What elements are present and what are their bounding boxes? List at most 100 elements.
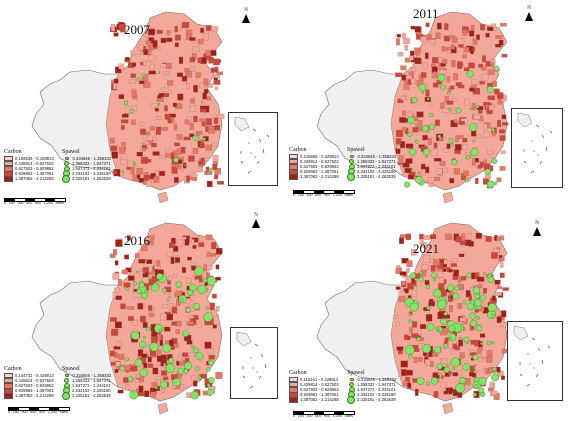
- north-arrow-icon: [525, 12, 533, 21]
- county-region: [401, 127, 407, 131]
- spatial-cluster-circle: [447, 284, 455, 292]
- spatial-cluster-circle: [136, 288, 142, 294]
- county-region: [428, 102, 433, 107]
- county-region: [112, 272, 120, 280]
- county-region: [411, 67, 416, 72]
- legend-row: 0.334646 - 1.358332: [347, 154, 396, 159]
- legend-carbon: Carbon 0.115161 - 0.428813 0.428814 - 0.…: [289, 369, 339, 403]
- county-region: [192, 245, 197, 249]
- county-region: [200, 373, 207, 379]
- spatial-cluster-circle: [408, 319, 413, 324]
- spatial-cluster-circle: [492, 367, 497, 372]
- county-region: [214, 174, 219, 180]
- county-region: [436, 168, 443, 175]
- spatial-cluster-circle: [472, 354, 479, 361]
- spatial-cluster-circle: [190, 391, 199, 400]
- county-region: [427, 177, 435, 183]
- county-region: [197, 167, 203, 173]
- county-region: [499, 257, 505, 261]
- county-region: [439, 161, 446, 166]
- legend-row: 1.358333 - 1.947371: [347, 159, 396, 165]
- county-region: [457, 84, 465, 89]
- county-region: [187, 352, 195, 357]
- county-region: [469, 30, 475, 37]
- county-region: [395, 267, 402, 275]
- spatial-cluster-circle: [125, 287, 129, 291]
- scale-tick: 900: [39, 410, 46, 414]
- county-region: [126, 306, 134, 310]
- county-region: [447, 295, 453, 302]
- spatial-cluster-circle: [129, 390, 139, 400]
- county-region: [452, 372, 459, 377]
- county-region: [165, 63, 172, 69]
- county-region: [120, 303, 126, 310]
- county-region: [216, 181, 225, 185]
- county-region: [483, 123, 488, 131]
- spatial-cluster-circle: [490, 373, 499, 382]
- county-region: [146, 180, 153, 187]
- county-region: [446, 100, 454, 105]
- scale-tick: 0: [8, 410, 10, 414]
- south-china-sea-inset: [230, 327, 278, 399]
- county-region: [396, 38, 400, 46]
- spatial-cluster-circle: [129, 109, 134, 114]
- county-region: [412, 321, 418, 328]
- legend-circle: [347, 172, 355, 181]
- county-region: [166, 313, 173, 321]
- county-region: [140, 245, 148, 252]
- county-region: [463, 47, 470, 53]
- county-region: [143, 345, 151, 353]
- scale-tick: 300: [17, 201, 24, 205]
- year-label: 2016: [124, 233, 150, 248]
- legend-label: 1.358333 - 1.947371: [357, 159, 396, 165]
- county-region: [417, 120, 423, 126]
- county-region: [494, 279, 501, 285]
- legend-label: 0.428814 - 0.627502: [300, 159, 339, 165]
- county-region: [407, 283, 414, 290]
- county-region: [395, 72, 403, 77]
- legend-circle: [62, 174, 70, 183]
- north-arrow-icon: [242, 14, 250, 23]
- inset-map: [513, 325, 551, 387]
- legend-label: 1.947372 - 2.334101: [72, 166, 111, 172]
- county-region: [215, 372, 223, 379]
- county-region: [443, 259, 448, 265]
- legend-circle: [65, 373, 69, 378]
- county-region: [165, 148, 170, 153]
- county-region: [140, 36, 147, 42]
- county-region: [138, 385, 144, 393]
- county-region: [163, 71, 169, 75]
- county-region: [450, 263, 457, 267]
- county-region: [184, 239, 190, 246]
- county-region: [195, 72, 201, 78]
- scale-tick: 1,200: [332, 414, 342, 418]
- spatial-cluster-circle: [472, 139, 476, 143]
- spatial-cluster-circle: [429, 124, 435, 131]
- spatial-cluster-circle: [448, 107, 452, 111]
- spatial-cluster-circle: [408, 312, 412, 316]
- spatial-cluster-circle: [421, 344, 432, 354]
- county-region: [198, 242, 205, 247]
- county-region: [201, 122, 206, 127]
- spatial-cluster-circle: [450, 357, 461, 368]
- legend-label: 0.929863 - 1.387061: [300, 392, 339, 398]
- spatial-cluster-circle: [195, 352, 204, 360]
- county-region: [140, 315, 146, 323]
- county-region: [208, 126, 215, 134]
- spatial-cluster-circle: [183, 164, 187, 167]
- county-region: [487, 95, 495, 101]
- year-label: 2007: [124, 22, 150, 37]
- spatial-cluster-circle: [417, 171, 421, 174]
- county-region: [446, 143, 451, 149]
- county-region: [141, 147, 146, 152]
- spatial-cluster-circle: [459, 377, 467, 384]
- county-region: [450, 85, 455, 90]
- spatial-cluster-circle: [144, 289, 149, 294]
- county-region: [458, 121, 465, 125]
- county-region: [169, 303, 174, 310]
- legend-circle: [64, 378, 69, 384]
- spatial-cluster-circle: [168, 296, 171, 299]
- county-region: [403, 83, 410, 90]
- county-region: [395, 286, 401, 290]
- county-region: [432, 259, 440, 266]
